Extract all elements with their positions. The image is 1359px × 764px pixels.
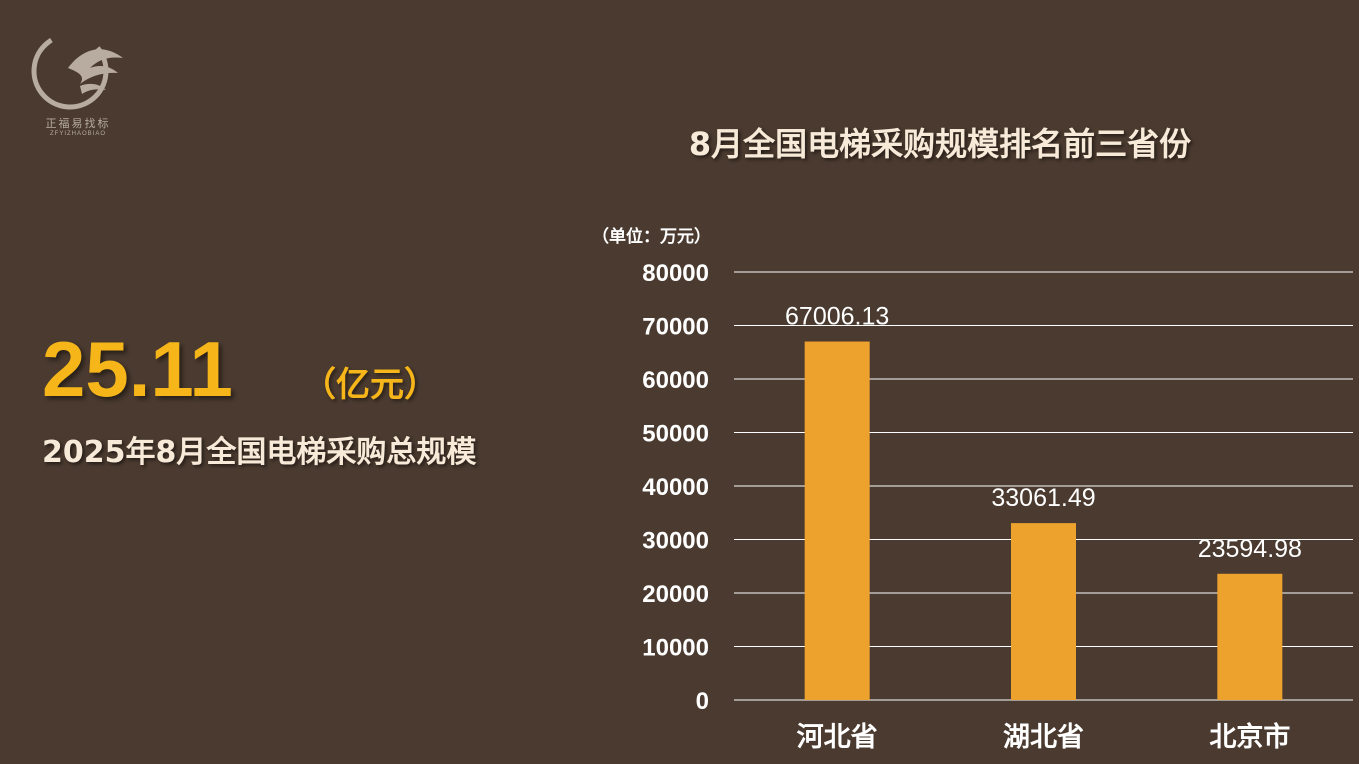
y-tick-label: 40000 — [642, 474, 709, 501]
chart-title: 8月全国电梯采购规模排名前三省份 — [688, 125, 1192, 163]
y-tick-label: 30000 — [642, 528, 709, 555]
logo-subtitle: ZFYIZHAOBIAO — [49, 131, 106, 137]
data-label: 33061.49 — [991, 484, 1095, 512]
logo-name: 正福易找标 — [45, 117, 111, 130]
total-value: 25.11 — [42, 325, 233, 413]
x-tick-label: 北京市 — [1209, 721, 1290, 753]
bar — [1011, 523, 1076, 700]
logo-icon — [31, 32, 123, 110]
bar — [1217, 573, 1283, 700]
y-tick-label: 10000 — [642, 635, 709, 662]
y-tick-label: 0 — [696, 688, 709, 715]
y-tick-label: 80000 — [642, 260, 709, 287]
y-tick-label: 70000 — [642, 314, 709, 341]
y-tick-label: 60000 — [642, 367, 709, 394]
bar — [804, 341, 870, 700]
x-tick-label: 湖北省 — [1003, 722, 1084, 753]
data-label: 67006.13 — [785, 303, 889, 331]
y-tick-label: 20000 — [642, 581, 709, 608]
total-caption: 2025年8月全国电梯采购总规模 — [42, 435, 477, 470]
total-unit: （亿元） — [302, 365, 438, 405]
unit-label: （单位：万元） — [592, 227, 711, 247]
data-label: 23594.98 — [1198, 535, 1302, 563]
y-tick-label: 50000 — [642, 421, 709, 448]
x-tick-label: 河北省 — [797, 722, 878, 753]
